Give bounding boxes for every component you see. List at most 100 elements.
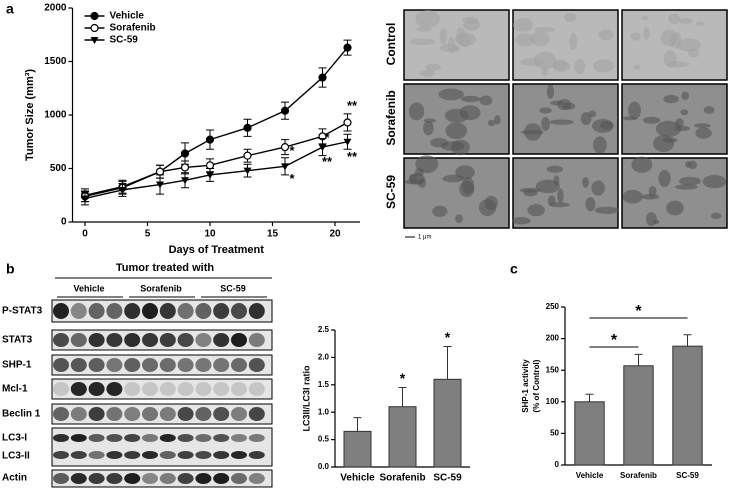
micrograph-texture xyxy=(680,109,689,116)
micrograph-texture xyxy=(539,107,552,114)
blot-row-label: LC3-I xyxy=(2,433,27,444)
micrograph-texture xyxy=(432,205,448,217)
micrograph-texture xyxy=(695,21,706,26)
micrograph-texture xyxy=(703,106,715,114)
marker xyxy=(180,149,190,158)
micrograph-row-label: Control xyxy=(384,23,398,66)
legend-label: SC-59 xyxy=(110,35,139,46)
bar xyxy=(623,365,654,466)
blot-band xyxy=(53,407,69,421)
micrograph-texture xyxy=(519,187,541,193)
blot-band xyxy=(248,473,265,484)
blot-band xyxy=(88,407,105,421)
blot-band xyxy=(177,382,194,396)
legend-label: Sorafenib xyxy=(110,23,156,34)
x-tick-label: 5 xyxy=(145,229,151,240)
blot-band xyxy=(177,303,194,319)
blot-band xyxy=(106,451,123,459)
y-tick-label: 500 xyxy=(50,163,67,174)
micrograph-texture xyxy=(655,120,682,138)
marker xyxy=(318,73,327,82)
x-tick-label: Sorafenib xyxy=(379,473,425,484)
marker xyxy=(81,195,89,203)
blot-band xyxy=(70,382,87,396)
micrograph-texture xyxy=(658,170,671,187)
blot-band xyxy=(142,451,158,459)
marker xyxy=(343,138,352,146)
blot-band xyxy=(124,358,141,372)
micrograph-texture xyxy=(688,160,698,170)
y-axis-label: (% of Control) xyxy=(532,359,541,412)
micrograph-texture xyxy=(674,184,698,190)
marker xyxy=(156,181,164,189)
marker xyxy=(206,171,214,179)
x-tick-label: 0 xyxy=(82,229,88,240)
micrograph-texture xyxy=(564,12,577,22)
blot-row-label: LC3-II xyxy=(2,451,30,462)
blot-band xyxy=(213,382,230,396)
bar xyxy=(433,378,462,468)
blot-band xyxy=(231,382,247,396)
micrograph-texture xyxy=(455,32,477,46)
micrograph-texture xyxy=(580,112,592,125)
micrograph-texture xyxy=(451,139,470,156)
micrograph-texture xyxy=(535,179,560,194)
significance-mark: * xyxy=(289,143,295,158)
blot-band xyxy=(124,407,141,421)
marker xyxy=(243,167,252,175)
micrograph-texture xyxy=(460,95,481,103)
blot-band xyxy=(195,333,212,347)
blot-band xyxy=(88,358,105,372)
blot-band xyxy=(106,358,123,372)
blot-band xyxy=(248,434,265,442)
blot-row-label: Beclin 1 xyxy=(2,409,41,420)
blot-band xyxy=(88,434,105,442)
micrograph-texture xyxy=(702,174,727,189)
blot-band xyxy=(213,451,230,459)
blot-band xyxy=(159,451,176,459)
micrograph-texture xyxy=(423,120,434,136)
blot-group-label: Sorafenib xyxy=(140,283,182,293)
micrograph-texture xyxy=(594,206,620,214)
blot-band xyxy=(177,333,194,347)
micrograph-texture xyxy=(643,27,650,40)
significance-mark: * xyxy=(445,329,451,345)
error-bar xyxy=(683,334,692,347)
blot-band xyxy=(124,303,141,319)
micrograph-texture xyxy=(513,18,534,32)
micrograph-texture xyxy=(648,186,657,197)
bar xyxy=(672,345,703,466)
blot-band xyxy=(177,358,194,372)
micrograph-texture xyxy=(546,165,564,173)
blot-band xyxy=(70,303,87,319)
micrograph-texture xyxy=(582,177,589,189)
blot-band xyxy=(159,382,176,396)
blot-title: Tumor treated with xyxy=(116,262,214,274)
micrograph-row-label: SC-59 xyxy=(384,175,398,209)
bar xyxy=(574,401,605,466)
blot-band xyxy=(88,473,105,484)
error-bar xyxy=(634,353,643,366)
blot-band xyxy=(70,434,87,442)
blot-band xyxy=(159,303,176,319)
marker xyxy=(343,118,352,127)
micrograph-texture xyxy=(633,64,641,70)
y-axis-label: LC3II/LC3I ratio xyxy=(301,365,311,432)
micrograph-texture xyxy=(430,137,449,148)
blot-band xyxy=(195,434,212,442)
micrograph-texture xyxy=(622,189,643,204)
micrograph-texture xyxy=(408,102,425,121)
micrograph-texture xyxy=(546,84,555,99)
micrograph-texture xyxy=(678,18,693,24)
blot-band xyxy=(231,303,247,319)
micrograph-texture xyxy=(676,38,701,52)
y-tick-label: 1.5 xyxy=(318,380,330,389)
micrograph xyxy=(621,83,728,155)
panel-label: c xyxy=(510,261,518,277)
blot-band xyxy=(142,434,158,442)
micrograph-texture xyxy=(547,195,556,206)
y-axis-label: Tumor Size (mm³) xyxy=(24,69,36,161)
micrograph-texture xyxy=(574,58,586,75)
micrograph-texture xyxy=(681,91,690,100)
significance-mark: * xyxy=(611,332,618,349)
